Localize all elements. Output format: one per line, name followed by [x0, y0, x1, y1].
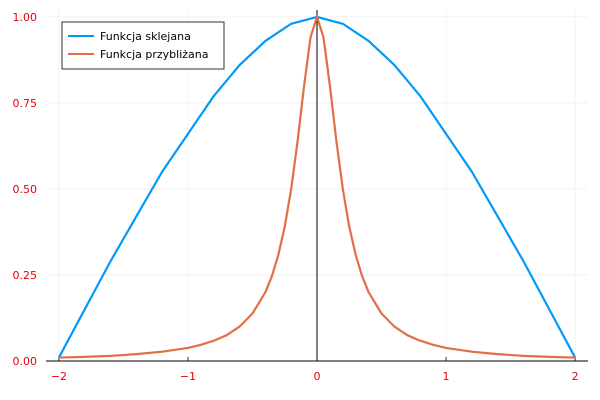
y-tick-label: 0.00: [13, 355, 38, 368]
y-tick-label: 1.00: [13, 11, 38, 24]
series-lines: [57, 15, 577, 359]
y-tick-label: 0.75: [13, 97, 38, 110]
y-tick-labels: 0.00 0.25 0.50 0.75 1.00: [13, 11, 38, 368]
x-tick-label: −2: [51, 370, 67, 383]
series-line-2: [58, 15, 576, 359]
legend-label-2: Funkcja przybliżana: [100, 48, 209, 61]
legend-label-1: Funkcja sklejana: [100, 30, 191, 43]
x-tick-labels: −2 −1 0 1 2: [51, 370, 579, 383]
y-tick-label: 0.25: [13, 269, 38, 282]
axes: [46, 10, 588, 362]
x-tick-label: 2: [572, 370, 579, 383]
legend-box: [61, 21, 225, 70]
x-tick-label: −1: [180, 370, 196, 383]
y-tick-label: 0.50: [13, 183, 38, 196]
x-tick-label: 1: [443, 370, 450, 383]
x-tick-label: 0: [314, 370, 321, 383]
legend: Funkcja sklejana Funkcja przybliżana: [61, 21, 225, 70]
